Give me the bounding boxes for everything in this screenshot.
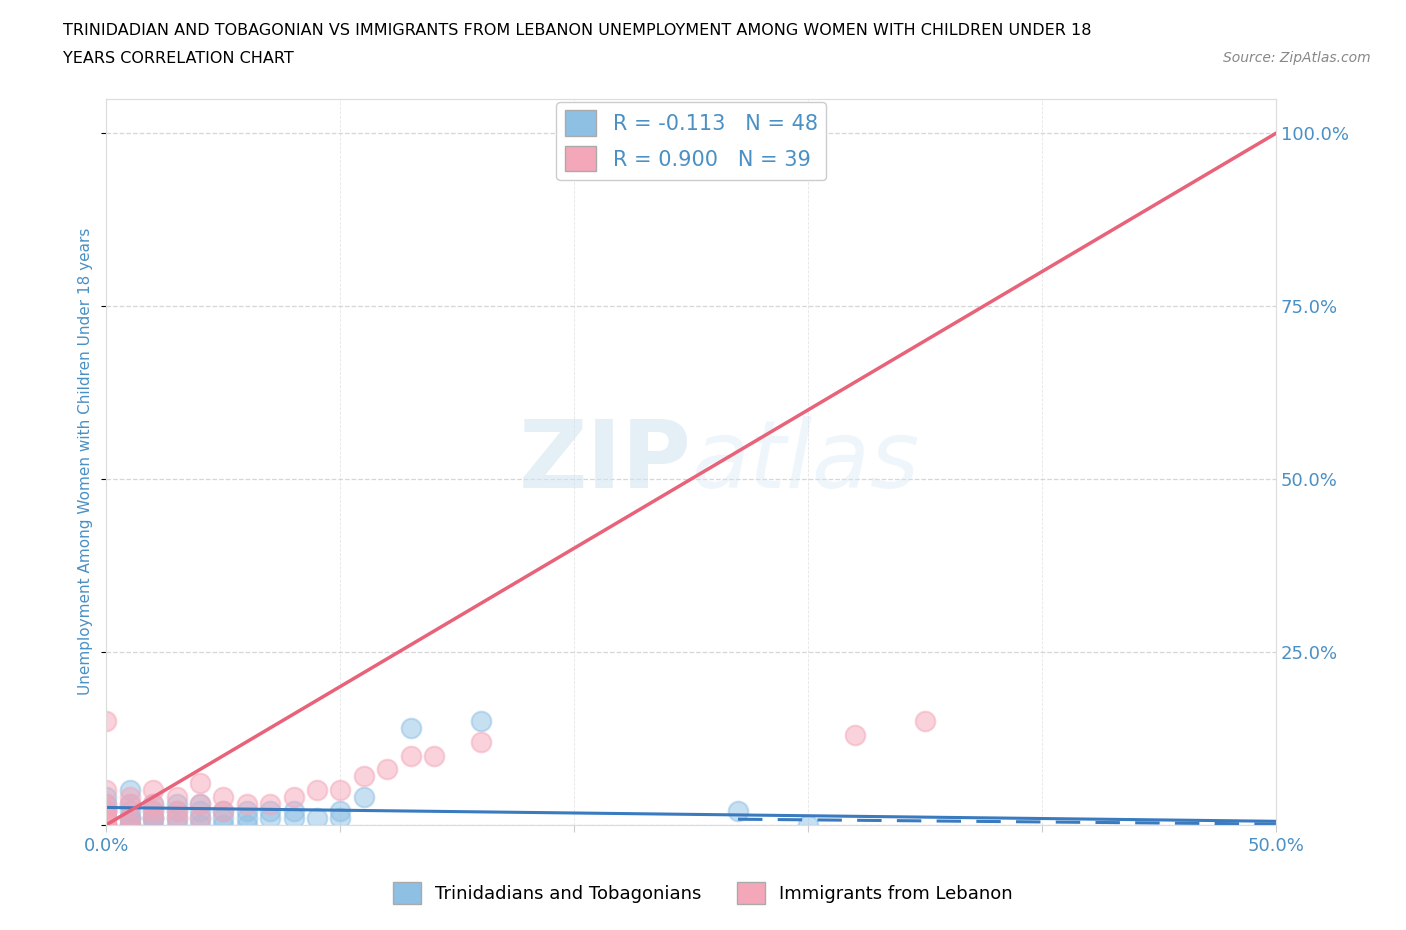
Point	[96, 810, 118, 825]
Point	[118, 797, 141, 812]
Point	[96, 804, 118, 818]
Point	[212, 817, 235, 832]
Point	[212, 804, 235, 818]
Point	[166, 817, 188, 832]
Point	[259, 810, 281, 825]
Text: TRINIDADIAN AND TOBAGONIAN VS IMMIGRANTS FROM LEBANON UNEMPLOYMENT AMONG WOMEN W: TRINIDADIAN AND TOBAGONIAN VS IMMIGRANTS…	[63, 23, 1092, 38]
Point	[96, 804, 118, 818]
Point	[96, 817, 118, 832]
Point	[142, 797, 165, 812]
Point	[353, 769, 375, 784]
Point	[96, 713, 118, 728]
Point	[399, 748, 422, 763]
Point	[212, 790, 235, 804]
Point	[118, 817, 141, 832]
Point	[96, 817, 118, 832]
Point	[118, 810, 141, 825]
Point	[118, 817, 141, 832]
Point	[96, 817, 118, 832]
Point	[166, 804, 188, 818]
Point	[118, 817, 141, 832]
Point	[96, 817, 118, 832]
Point	[470, 735, 492, 750]
Point	[914, 713, 936, 728]
Point	[329, 783, 352, 798]
Point	[423, 748, 446, 763]
Point	[283, 790, 305, 804]
Point	[166, 790, 188, 804]
Point	[96, 797, 118, 812]
Point	[166, 797, 188, 812]
Point	[259, 797, 281, 812]
Y-axis label: Unemployment Among Women with Children Under 18 years: Unemployment Among Women with Children U…	[79, 228, 93, 696]
Point	[305, 810, 328, 825]
Point	[96, 810, 118, 825]
Point	[188, 810, 211, 825]
Point	[188, 810, 211, 825]
Point	[96, 790, 118, 804]
Text: YEARS CORRELATION CHART: YEARS CORRELATION CHART	[63, 51, 294, 66]
Point	[118, 810, 141, 825]
Point	[96, 804, 118, 818]
Point	[212, 804, 235, 818]
Point	[188, 804, 211, 818]
Point	[236, 810, 259, 825]
Point	[96, 783, 118, 798]
Point	[259, 804, 281, 818]
Point	[142, 810, 165, 825]
Point	[166, 810, 188, 825]
Point	[470, 713, 492, 728]
Point	[118, 797, 141, 812]
Text: Source: ZipAtlas.com: Source: ZipAtlas.com	[1223, 51, 1371, 65]
Point	[96, 810, 118, 825]
Point	[166, 804, 188, 818]
Point	[188, 797, 211, 812]
Point	[142, 810, 165, 825]
Point	[353, 790, 375, 804]
Point	[283, 810, 305, 825]
Point	[96, 817, 118, 832]
Point	[305, 783, 328, 798]
Point	[283, 804, 305, 818]
Point	[329, 804, 352, 818]
Point	[188, 776, 211, 790]
Point	[188, 797, 211, 812]
Point	[329, 810, 352, 825]
Legend: R = -0.113   N = 48, R = 0.900   N = 39: R = -0.113 N = 48, R = 0.900 N = 39	[557, 102, 825, 179]
Point	[166, 810, 188, 825]
Point	[797, 817, 820, 832]
Point	[727, 804, 749, 818]
Point	[118, 783, 141, 798]
Point	[236, 817, 259, 832]
Legend: Trinidadians and Tobagonians, Immigrants from Lebanon: Trinidadians and Tobagonians, Immigrants…	[387, 875, 1019, 911]
Point	[142, 817, 165, 832]
Point	[236, 804, 259, 818]
Point	[844, 727, 866, 742]
Text: atlas: atlas	[692, 417, 920, 507]
Point	[96, 810, 118, 825]
Point	[142, 804, 165, 818]
Point	[236, 797, 259, 812]
Point	[96, 804, 118, 818]
Point	[96, 817, 118, 832]
Point	[188, 817, 211, 832]
Point	[142, 783, 165, 798]
Point	[118, 810, 141, 825]
Point	[118, 790, 141, 804]
Point	[96, 817, 118, 832]
Point	[142, 797, 165, 812]
Point	[399, 721, 422, 736]
Text: ZIP: ZIP	[519, 416, 692, 508]
Point	[375, 762, 398, 777]
Point	[142, 810, 165, 825]
Point	[142, 804, 165, 818]
Point	[212, 810, 235, 825]
Point	[118, 804, 141, 818]
Point	[96, 797, 118, 812]
